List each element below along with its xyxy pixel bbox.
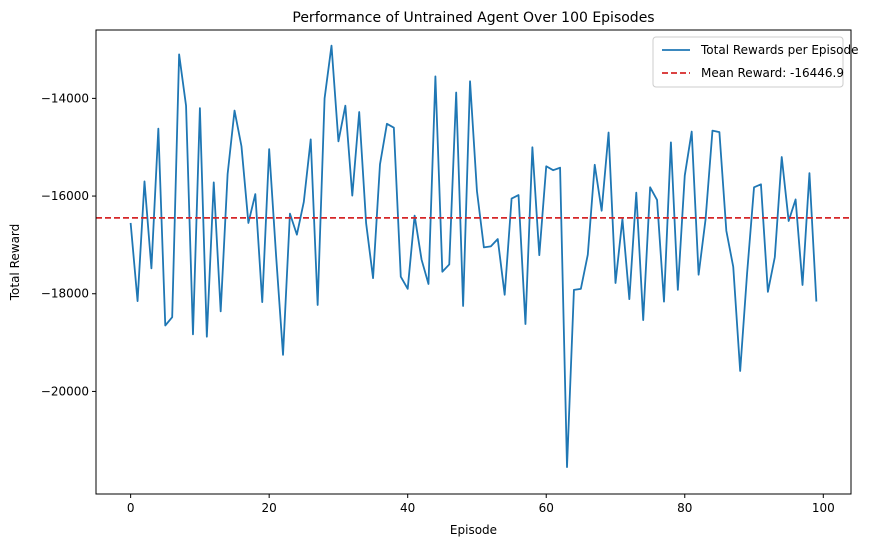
y-tick-label: −16000 bbox=[41, 189, 89, 203]
x-tick-label: 80 bbox=[677, 501, 692, 515]
x-axis-ticks: 0 20 40 60 80 100 bbox=[127, 494, 835, 515]
y-axis-ticks: −20000 −18000 −16000 −14000 bbox=[41, 91, 96, 398]
x-tick-label: 100 bbox=[812, 501, 835, 515]
legend-label-rewards: Total Rewards per Episode bbox=[700, 43, 858, 57]
series-line-rewards bbox=[129, 44, 818, 469]
x-tick-label: 20 bbox=[262, 501, 277, 515]
plot-frame bbox=[95, 29, 852, 495]
plot-area bbox=[96, 30, 851, 494]
y-tick-label: −14000 bbox=[41, 91, 89, 105]
x-tick-label: 40 bbox=[400, 501, 415, 515]
legend: Total Rewards per Episode Mean Reward: -… bbox=[652, 36, 858, 88]
legend-box bbox=[652, 36, 844, 88]
y-tick-label: −20000 bbox=[41, 384, 89, 398]
x-axis-label: Episode bbox=[450, 523, 497, 537]
y-axis-label: Total Reward bbox=[8, 224, 22, 302]
series-layer bbox=[96, 44, 851, 469]
x-tick-label: 0 bbox=[127, 501, 135, 515]
legend-label-mean: Mean Reward: -16446.9 bbox=[701, 66, 844, 80]
chart-title: Performance of Untrained Agent Over 100 … bbox=[292, 10, 654, 26]
x-tick-label: 60 bbox=[539, 501, 554, 515]
y-tick-label: −18000 bbox=[41, 287, 89, 301]
